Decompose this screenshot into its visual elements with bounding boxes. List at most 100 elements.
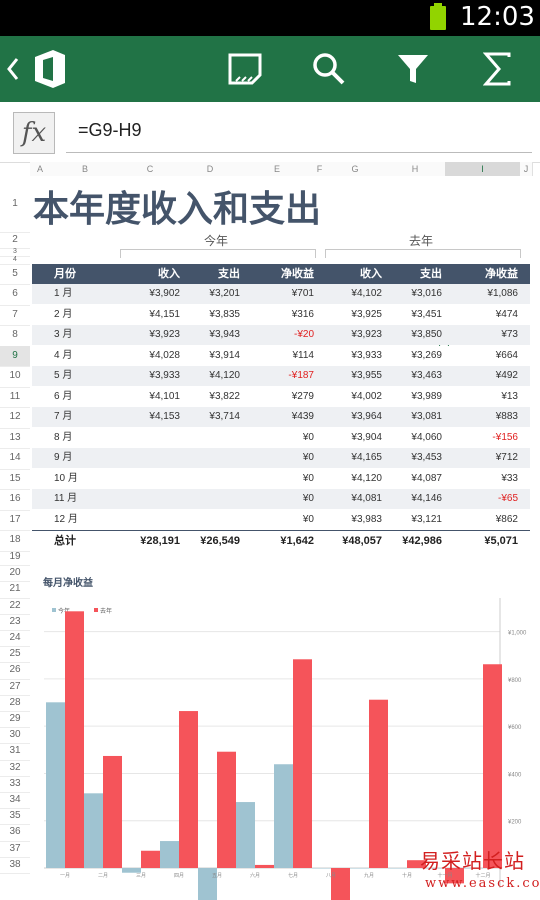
table-row[interactable]: 5 月 ¥3,933 ¥4,120 -¥187 ¥3,955 ¥3,463 ¥492 <box>32 366 530 386</box>
row-header-4[interactable]: 4 <box>0 256 30 265</box>
row-header-35[interactable]: 35 <box>0 808 30 826</box>
table-row[interactable]: 10 月 ¥0 ¥4,120 ¥4,087 ¥33 <box>32 468 530 489</box>
row-header-11[interactable]: 11 <box>0 387 30 408</box>
cell[interactable]: ¥3,714 <box>209 411 240 422</box>
spreadsheet-grid[interactable]: 本年度收入和支出 今年 去年 月份 收入 支出 净收益 收入 支出 净收益 总计 ¥28,19… <box>0 162 540 900</box>
column-header-H[interactable]: H <box>385 162 446 176</box>
cell[interactable]: ¥3,933 <box>351 349 382 361</box>
cell[interactable]: 5 月 <box>54 370 73 381</box>
cell[interactable]: ¥3,822 <box>209 390 240 402</box>
cell[interactable]: -¥187 <box>288 370 314 381</box>
cell[interactable]: 12 月 <box>54 513 78 525</box>
cell[interactable]: ¥0 <box>302 431 314 443</box>
table-row[interactable]: 3 月 ¥3,923 ¥3,943 -¥20 ¥3,923 ¥3,850 ¥73 <box>32 325 530 345</box>
row-header-15[interactable]: 15 <box>0 469 30 490</box>
row-header-23[interactable]: 23 <box>0 614 30 631</box>
cell[interactable]: 11 月 <box>54 493 78 504</box>
cell[interactable]: ¥1,642 <box>280 535 314 547</box>
cell[interactable]: ¥28,191 <box>140 535 180 547</box>
cell[interactable]: -¥156 <box>492 431 518 443</box>
cell[interactable]: 6 月 <box>54 390 73 402</box>
row-header-17[interactable]: 17 <box>0 510 30 531</box>
cell[interactable]: ¥13 <box>501 390 518 402</box>
table-row[interactable]: 6 月 ¥4,101 ¥3,822 ¥279 ¥4,002 ¥3,989 ¥13 <box>32 386 530 407</box>
row-header-14[interactable]: 14 <box>0 448 30 470</box>
total-row[interactable]: 总计 ¥28,191 ¥26,549 ¥1,642 ¥48,057 ¥42,986 ¥5,0… <box>32 529 530 551</box>
cell[interactable]: ¥3,933 <box>149 370 180 381</box>
formula-input[interactable]: =G9-H9 <box>78 120 142 140</box>
cell[interactable]: -¥65 <box>497 493 518 504</box>
back-chevron-icon[interactable] <box>2 36 24 102</box>
function-icon[interactable]: fx <box>13 112 55 154</box>
cell[interactable]: ¥492 <box>495 370 518 381</box>
cell[interactable]: ¥3,904 <box>351 431 382 443</box>
office-logo-icon[interactable] <box>26 36 72 102</box>
column-header-C[interactable]: C <box>120 162 181 176</box>
column-header-B[interactable]: B <box>50 162 121 176</box>
table-row[interactable]: 1 月 ¥3,902 ¥3,201 ¥701 ¥4,102 ¥3,016 ¥1,086 <box>32 284 530 304</box>
row-header-9[interactable]: 9 <box>0 345 30 367</box>
row-header-31[interactable]: 31 <box>0 743 30 761</box>
column-header-G[interactable]: G <box>325 162 386 176</box>
table-row[interactable]: 12 月 ¥0 ¥3,983 ¥3,121 ¥862 <box>32 509 530 530</box>
cell[interactable]: ¥42,986 <box>402 535 442 547</box>
cell[interactable]: ¥279 <box>291 390 314 402</box>
row-header-30[interactable]: 30 <box>0 727 30 745</box>
cell[interactable]: 2 月 <box>54 308 73 320</box>
cell[interactable]: ¥316 <box>291 308 314 320</box>
cell[interactable]: ¥4,120 <box>209 370 240 381</box>
cell[interactable]: ¥439 <box>291 411 314 422</box>
cell[interactable]: 9 月 <box>54 452 73 463</box>
row-header-3[interactable]: 3 <box>0 248 30 257</box>
row-header-5[interactable]: 5 <box>0 264 30 285</box>
row-header-26[interactable]: 26 <box>0 662 30 680</box>
cell[interactable]: ¥114 <box>292 349 314 361</box>
column-header-A[interactable]: A <box>30 162 51 176</box>
filter-icon[interactable] <box>390 36 436 102</box>
cell[interactable]: ¥5,071 <box>484 535 518 547</box>
cell[interactable]: ¥3,925 <box>351 308 382 320</box>
cell[interactable]: ¥0 <box>302 513 314 525</box>
cell[interactable]: ¥3,269 <box>411 349 442 361</box>
cell[interactable]: ¥3,453 <box>411 452 442 463</box>
cell[interactable]: ¥4,165 <box>351 452 382 463</box>
cell[interactable]: 总计 <box>54 535 76 547</box>
cell[interactable]: ¥0 <box>302 452 314 463</box>
cell[interactable]: ¥701 <box>291 288 314 299</box>
cell[interactable]: ¥48,057 <box>342 535 382 547</box>
row-header-34[interactable]: 34 <box>0 792 30 810</box>
cell[interactable]: ¥883 <box>495 411 518 422</box>
row-header-19[interactable]: 19 <box>0 549 30 567</box>
cell[interactable]: ¥4,120 <box>351 472 382 484</box>
table-row[interactable]: 11 月 ¥0 ¥4,081 ¥4,146 -¥65 <box>32 489 530 509</box>
column-header-I[interactable]: I <box>445 162 521 176</box>
cell[interactable]: ¥4,060 <box>411 431 442 443</box>
cell[interactable]: 7 月 <box>54 411 73 422</box>
row-header-27[interactable]: 27 <box>0 679 30 696</box>
row-header-13[interactable]: 13 <box>0 428 30 449</box>
row-header-8[interactable]: 8 <box>0 325 30 347</box>
cell[interactable]: ¥4,028 <box>149 349 180 361</box>
cell[interactable]: ¥33 <box>501 472 518 484</box>
cell[interactable]: 1 月 <box>54 288 73 299</box>
present-icon[interactable] <box>222 36 268 102</box>
cell[interactable]: ¥4,146 <box>411 493 442 504</box>
table-row[interactable]: 8 月 ¥0 ¥3,904 ¥4,060 -¥156 <box>32 427 530 448</box>
cell[interactable]: ¥3,850 <box>411 329 442 340</box>
cell[interactable]: 8 月 <box>54 431 73 443</box>
cell[interactable]: ¥0 <box>302 472 314 484</box>
row-header-24[interactable]: 24 <box>0 630 30 648</box>
cell[interactable]: ¥3,121 <box>411 513 442 525</box>
cell[interactable]: 4 月 <box>54 349 73 361</box>
column-header-E[interactable]: E <box>240 162 315 176</box>
cell[interactable]: ¥3,983 <box>351 513 382 525</box>
row-header-21[interactable]: 21 <box>0 581 30 599</box>
cell[interactable]: ¥3,016 <box>411 288 442 299</box>
row-header-12[interactable]: 12 <box>0 407 30 429</box>
column-header-D[interactable]: D <box>180 162 241 176</box>
row-header-20[interactable]: 20 <box>0 565 30 583</box>
row-header-18[interactable]: 18 <box>0 530 30 552</box>
cell[interactable]: ¥3,923 <box>351 329 382 340</box>
sum-icon[interactable] <box>474 36 520 102</box>
